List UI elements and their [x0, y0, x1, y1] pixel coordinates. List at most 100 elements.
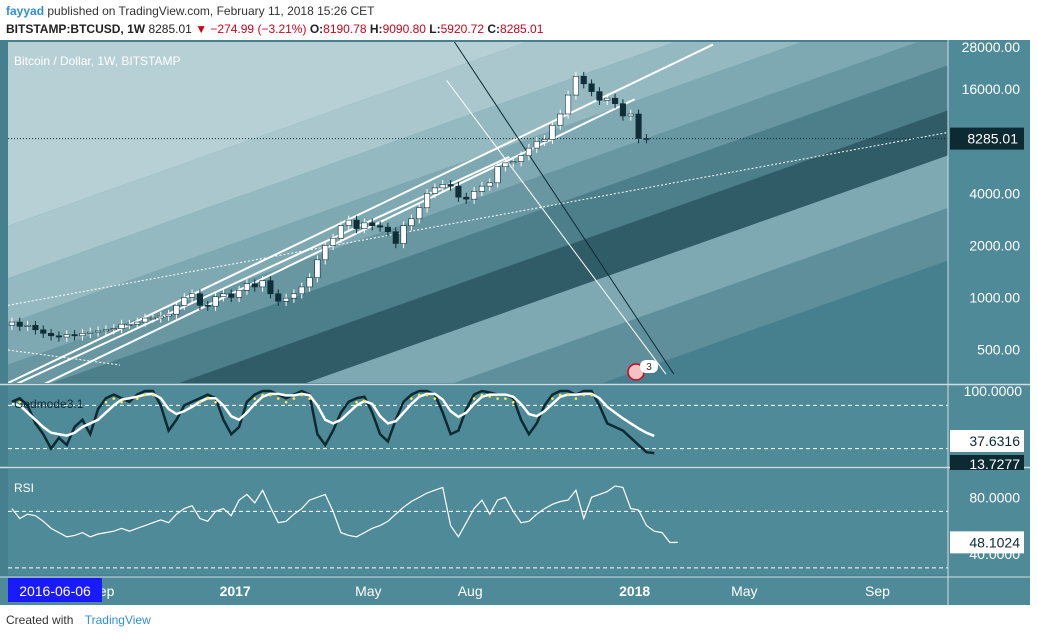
candle: [126, 323, 133, 326]
candle: [533, 140, 540, 149]
candle: [40, 329, 47, 334]
channel-band: [8, 42, 948, 226]
candle: [510, 161, 517, 164]
channel-band: [306, 155, 948, 383]
candle: [110, 328, 117, 331]
last-price: 8285.01: [148, 22, 192, 36]
godmode-background: [8, 386, 948, 466]
godmode-signal-dot: [300, 393, 304, 397]
godmode-signal-dot: [253, 397, 257, 400]
price-tick-label: 2000.00: [969, 237, 1020, 253]
rsi-tick-label: 80.0000: [969, 489, 1020, 505]
candle: [236, 289, 243, 298]
candle: [220, 293, 227, 297]
channel-band: [454, 207, 948, 383]
candle: [400, 225, 407, 244]
candle: [16, 321, 23, 327]
channel-band: [51, 65, 948, 383]
candle: [471, 191, 478, 200]
candle: [345, 219, 352, 226]
candle: [424, 193, 431, 209]
candle: [243, 283, 250, 291]
candle: [173, 305, 180, 315]
candle: [478, 185, 485, 192]
tradingview-link[interactable]: TradingView: [84, 613, 151, 627]
godmode-signal-dot: [363, 399, 366, 403]
candle: [118, 323, 125, 329]
candle: [149, 317, 156, 320]
candle: [283, 297, 290, 302]
godmode-signal-dot: [135, 397, 139, 400]
downtrend-line: [446, 80, 667, 375]
candle: [596, 91, 603, 101]
time-tick-label: May: [355, 583, 381, 599]
candle: [87, 331, 94, 334]
godmode-slow-tag-label: 37.6316: [969, 433, 1020, 449]
candle: [165, 313, 172, 317]
godmode-slow-line: [11, 392, 655, 438]
candle: [525, 147, 532, 157]
close-value: 8285.01: [500, 22, 544, 36]
godmode-signal-dot: [425, 393, 429, 397]
time-tick-label: Sep: [865, 583, 890, 599]
godmode-pane[interactable]: [8, 386, 948, 466]
godmode-signal-dot: [496, 397, 499, 400]
godmode-title: Godmode3.1: [14, 397, 84, 411]
candle: [369, 222, 376, 226]
candle: [8, 321, 15, 326]
candle: [494, 166, 501, 184]
candle: [79, 333, 86, 337]
candle: [95, 330, 102, 333]
time-tick-label: 2017: [220, 583, 251, 599]
candle: [447, 184, 454, 187]
candle: [71, 334, 78, 337]
price-tick-label: 4000.00: [969, 185, 1020, 201]
candle: [55, 335, 62, 338]
godmode-signal-dot: [292, 397, 296, 400]
candle: [549, 124, 556, 140]
price-tick-label: 1000.00: [969, 289, 1020, 305]
godmode-signal-dot: [143, 393, 147, 397]
rsi-title: RSI: [14, 481, 34, 495]
price-pane[interactable]: 3: [8, 42, 948, 402]
last-price-tag: [950, 127, 1024, 150]
candle: [63, 334, 70, 338]
cursor-date-tag: [8, 578, 102, 602]
candle: [557, 113, 564, 126]
low-label: L:: [429, 22, 441, 36]
candle: [204, 305, 211, 307]
rsi-pane[interactable]: [8, 469, 948, 575]
price-tick-label: 28000.00: [962, 39, 1021, 55]
time-scale-background: [0, 577, 1030, 605]
author-link[interactable]: fayyad: [6, 4, 45, 18]
footer: Created with TradingView: [6, 613, 151, 627]
low-value: 5920.72: [440, 22, 485, 36]
candle: [189, 293, 196, 298]
cursor-date-label: 2016-06-06: [19, 583, 91, 599]
candle: [392, 231, 399, 244]
candle: [196, 293, 203, 306]
publish-line: fayyad published on TradingView.com, Feb…: [6, 4, 374, 18]
candle: [298, 286, 305, 295]
godmode-signal-dot: [276, 397, 280, 400]
godmode-fast-tag: [950, 455, 1024, 470]
candle: [330, 237, 337, 246]
time-tick-label: Aug: [458, 583, 483, 599]
godmode-tick-label: 100.0000: [964, 383, 1023, 399]
trend-line-dotted_mid: [8, 131, 948, 306]
candle: [408, 218, 415, 226]
open-label: O:: [309, 22, 324, 36]
godmode-signal-dot: [433, 397, 437, 400]
created-with-text: Created with: [6, 613, 74, 627]
godmode-signal-dot: [269, 393, 272, 397]
channel-bands: [8, 42, 948, 383]
godmode-signal-dot: [472, 397, 476, 400]
candle: [251, 283, 258, 288]
candle: [267, 280, 274, 295]
candle: [290, 293, 297, 299]
godmode-signal-dot: [511, 400, 515, 404]
godmode-signal-dot: [198, 400, 202, 404]
axes: 28000.00 16000.00 4000.00 2000.00 1000.00 500…: [0, 39, 1030, 605]
godmode-signal-dot: [417, 393, 421, 397]
